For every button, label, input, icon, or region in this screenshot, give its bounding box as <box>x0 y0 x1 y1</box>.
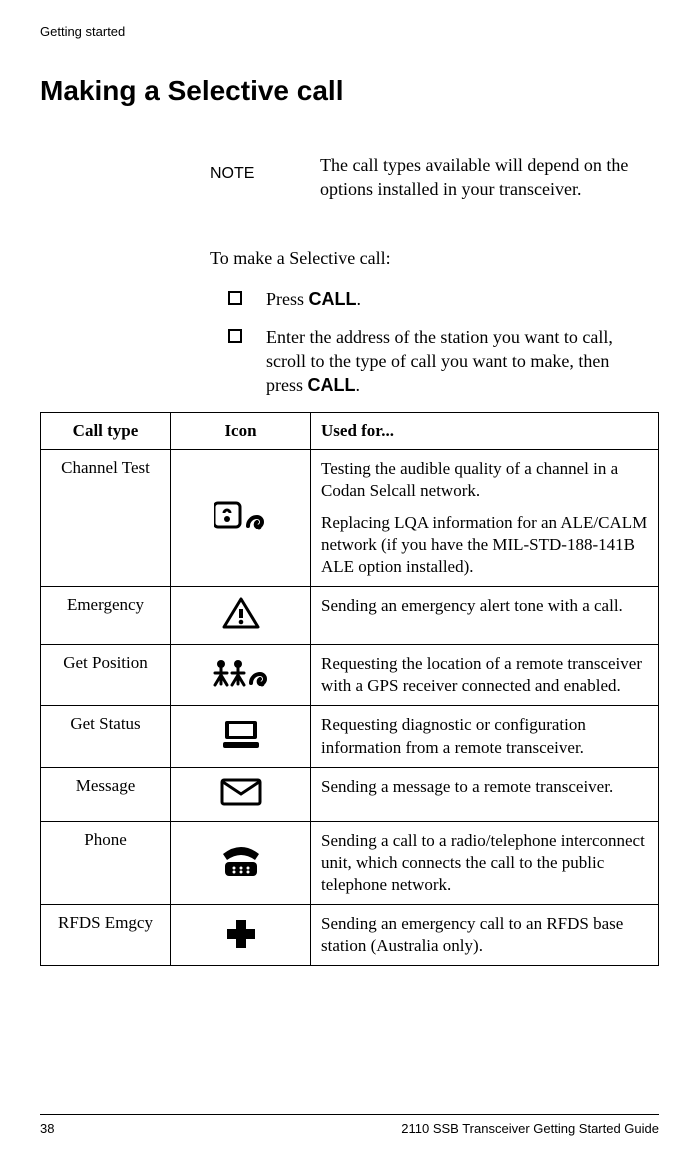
col-header-icon: Icon <box>171 412 311 449</box>
table-row: RFDS Emgcy Sending an emergency call to … <box>41 904 659 965</box>
cell-call-type: Emergency <box>41 587 171 645</box>
table-row: Get Status Requesting diagnostic or conf… <box>41 706 659 767</box>
running-header: Getting started <box>40 24 659 39</box>
table-body: Channel Test Testing the audible quality… <box>41 449 659 965</box>
doc-title: 2110 SSB Transceiver Getting Started Gui… <box>401 1121 659 1136</box>
table-row: Message Sending a message to a remote tr… <box>41 767 659 821</box>
cell-used-for: Sending a call to a radio/telephone inte… <box>311 821 659 904</box>
used-for-paragraph: Requesting the location of a remote tran… <box>321 653 648 697</box>
cell-used-for: Requesting the location of a remote tran… <box>311 645 659 706</box>
cell-call-type: Message <box>41 767 171 821</box>
step-pre: Press <box>266 289 309 309</box>
cell-used-for: Testing the audible quality of a channel… <box>311 449 659 586</box>
used-for-paragraph: Sending an emergency call to an RFDS bas… <box>321 913 648 957</box>
page-number: 38 <box>40 1121 54 1136</box>
step-post: . <box>356 375 361 395</box>
cell-used-for: Sending an emergency call to an RFDS bas… <box>311 904 659 965</box>
used-for-paragraph: Sending an emergency alert tone with a c… <box>321 595 648 617</box>
step-post: . <box>357 289 362 309</box>
table-row: Get Position Requesting the location of … <box>41 645 659 706</box>
emergency-icon <box>171 587 311 645</box>
used-for-paragraph: Sending a call to a radio/telephone inte… <box>321 830 648 896</box>
get-status-icon <box>171 706 311 767</box>
note-text: The call types available will depend on … <box>320 153 649 202</box>
checkbox-icon <box>228 329 242 343</box>
intro-text: To make a Selective call: <box>210 248 659 269</box>
get-position-icon <box>171 645 311 706</box>
channel-test-icon <box>171 449 311 586</box>
used-for-paragraph: Sending a message to a remote transceive… <box>321 776 648 798</box>
step-item: Enter the address of the station you wan… <box>210 325 649 398</box>
used-for-paragraph: Testing the audible quality of a channel… <box>321 458 648 502</box>
table-row: Channel Test Testing the audible quality… <box>41 449 659 586</box>
cell-call-type: Get Status <box>41 706 171 767</box>
step-item: Press CALL. <box>210 287 649 311</box>
cell-used-for: Sending a message to a remote transceive… <box>311 767 659 821</box>
cell-call-type: Phone <box>41 821 171 904</box>
table-header-row: Call type Icon Used for... <box>41 412 659 449</box>
cell-call-type: Get Position <box>41 645 171 706</box>
step-text: Press CALL. <box>266 287 361 311</box>
col-header-used: Used for... <box>311 412 659 449</box>
cell-call-type: Channel Test <box>41 449 171 586</box>
page-title: Making a Selective call <box>40 75 659 107</box>
cell-used-for: Requesting diagnostic or configuration i… <box>311 706 659 767</box>
step-bold: CALL <box>308 375 356 395</box>
used-for-paragraph: Replacing LQA information for an ALE/CAL… <box>321 512 648 578</box>
step-bold: CALL <box>309 289 357 309</box>
cell-used-for: Sending an emergency alert tone with a c… <box>311 587 659 645</box>
col-header-type: Call type <box>41 412 171 449</box>
checkbox-icon <box>228 291 242 305</box>
cell-call-type: RFDS Emgcy <box>41 904 171 965</box>
note-label: NOTE <box>210 153 320 183</box>
steps-list: Press CALL. Enter the address of the sta… <box>210 287 649 398</box>
message-icon <box>171 767 311 821</box>
rfds-icon <box>171 904 311 965</box>
note-block: NOTE The call types available will depen… <box>210 153 649 202</box>
table-row: Emergency Sending an emergency alert ton… <box>41 587 659 645</box>
call-types-table: Call type Icon Used for... Channel Test … <box>40 412 659 966</box>
page-footer: 38 2110 SSB Transceiver Getting Started … <box>40 1114 659 1136</box>
table-row: Phone Sending a call to a radio/telephon… <box>41 821 659 904</box>
phone-icon <box>171 821 311 904</box>
used-for-paragraph: Requesting diagnostic or configuration i… <box>321 714 648 758</box>
step-text: Enter the address of the station you wan… <box>266 325 649 398</box>
